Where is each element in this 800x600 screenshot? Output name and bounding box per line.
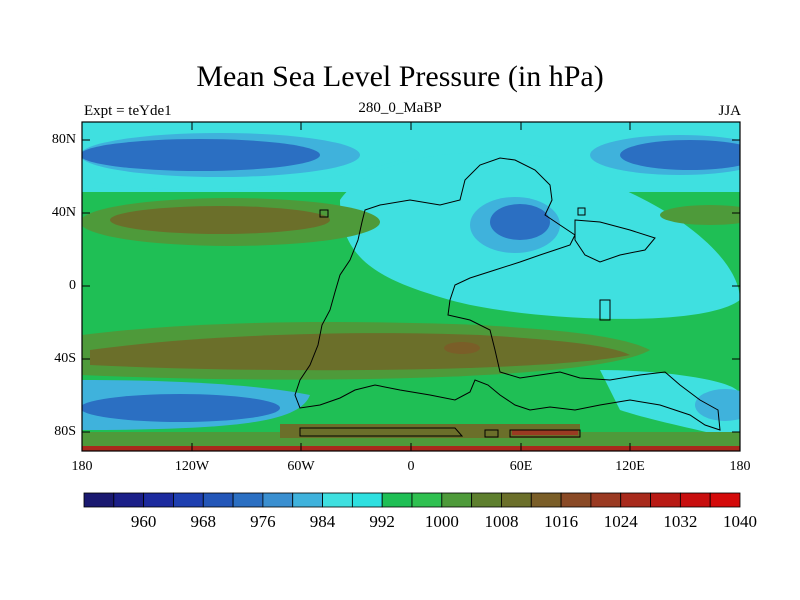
colorbar-swatch [322,492,353,508]
field-sh-high-core [444,342,480,354]
colorbar-swatch [351,492,383,508]
island-1 [599,299,611,321]
colorbar-swatch [590,492,622,508]
colorbar-swatch [411,492,443,508]
lon-label-60w: 60W [287,459,315,474]
colorbar-swatch [560,492,592,508]
colorbar-swatch [471,492,502,508]
colorbar-label: 1040 [723,512,757,531]
colorbar-label: 960 [130,512,157,531]
colorbar-label: 1024 [603,512,638,531]
field-nh-high [110,206,330,234]
pangea-outline [294,157,721,431]
field-asian-low [490,204,550,240]
continent-outlines [294,157,721,438]
season-label: JJA [718,103,741,119]
field-low-ne [620,140,740,170]
field-antarctic-core [512,430,578,435]
colorbar-swatch [262,492,294,508]
pressure-field [82,122,740,451]
lon-label-0: 0 [407,459,415,474]
field-nh-high-east [660,205,740,225]
lat-label-80s: 80S [54,424,76,439]
island-6 [577,207,586,216]
lon-label-120w: 120W [174,459,210,474]
lon-label-120e: 120E [615,459,645,474]
cathaysia-outline [574,219,656,263]
lon-ticks [191,122,631,451]
colorbar-swatch [441,492,473,508]
map-title: Mean Sea Level Pressure (in hPa) [196,60,604,93]
colorbar-swatch [709,492,741,508]
lat-ticks [82,139,740,433]
lat-label-80n: 80N [51,132,76,147]
colorbar-swatch [530,492,562,508]
island-4 [509,429,581,438]
lon-label-180e: 180 [729,459,751,474]
lon-label-180w: 180 [71,459,93,474]
island-3 [484,429,499,438]
colorbar-label: 1008 [484,512,519,531]
lat-label-40s: 40S [54,351,76,366]
colorbar-swatch [202,492,234,508]
lat-label-40n: 40N [51,205,76,220]
colorbar-swatch [83,492,115,508]
field-low-nw [82,139,320,171]
lat-label-0: 0 [69,278,76,293]
colorbar-swatch [650,492,681,508]
period-label: 280_0_MaBP [358,100,442,116]
island-5 [299,427,464,437]
colorbar-swatch [232,492,264,508]
colorbar-swatch [381,492,413,508]
field-se-cyan [600,370,740,440]
colorbar-label: 992 [369,512,395,531]
field-low-sw [82,394,280,422]
colorbar-label: 984 [309,512,336,531]
colorbar-label: 976 [250,512,276,531]
colorbar-swatch [292,492,323,508]
colorbar-swatch [143,492,174,508]
colorbar-label: 1000 [424,512,459,531]
lon-label-60e: 60E [509,459,533,474]
field-low-se [695,389,740,421]
colorbar [83,492,741,508]
island-2 [319,209,329,218]
colorbar-swatch [620,492,651,508]
colorbar-label: 1032 [663,512,698,531]
colorbar-swatch [173,492,204,508]
colorbar-swatch [113,492,145,508]
colorbar-label: 968 [190,512,217,531]
field-sh-high [90,333,630,371]
colorbar-swatch [679,492,711,508]
colorbar-label: 1016 [544,512,579,531]
experiment-label: Expt = teYde1 [84,103,172,119]
colorbar-swatch [501,492,532,508]
